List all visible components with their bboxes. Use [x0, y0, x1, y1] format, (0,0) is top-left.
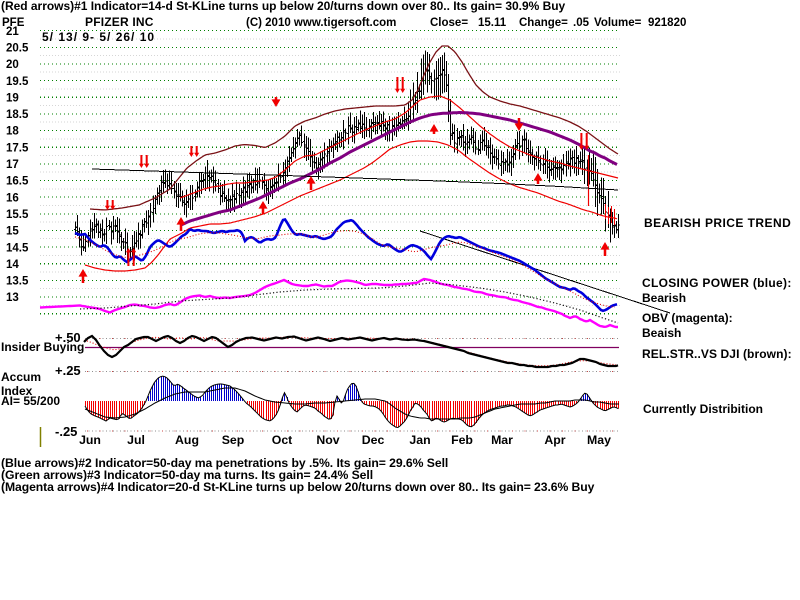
svg-text:(Red arrows)#1 Indicator=14-d: (Red arrows)#1 Indicator=14-d St-KLine t… [1, 0, 566, 13]
svg-text:Change=: Change= [519, 17, 568, 29]
svg-text:19.5: 19.5 [6, 76, 29, 88]
svg-text:17.5: 17.5 [6, 142, 29, 154]
svg-text:18.5: 18.5 [6, 109, 29, 121]
svg-text:Jul: Jul [127, 433, 145, 447]
svg-text:Sep: Sep [222, 433, 245, 447]
svg-text:5/ 13/ 9- 5/ 26/ 10: 5/ 13/ 9- 5/ 26/ 10 [42, 30, 155, 44]
svg-text:Index: Index [1, 384, 33, 398]
svg-text:Mar: Mar [491, 433, 513, 447]
svg-text:13: 13 [6, 292, 19, 304]
svg-text:18: 18 [6, 126, 19, 138]
svg-text:20.5: 20.5 [6, 42, 29, 54]
svg-text:Apr: Apr [544, 433, 565, 447]
svg-text:+.25: +.25 [55, 363, 81, 378]
svg-text:Jun: Jun [79, 433, 101, 447]
svg-text:20: 20 [6, 59, 19, 71]
svg-text:16.5: 16.5 [6, 176, 29, 188]
svg-text:921820: 921820 [648, 17, 686, 29]
svg-text:+.50: +.50 [55, 330, 81, 345]
svg-text:Close=: Close= [430, 17, 468, 29]
svg-text:Dec: Dec [362, 433, 385, 447]
svg-text:21: 21 [6, 26, 19, 38]
svg-text:Oct: Oct [272, 433, 293, 447]
svg-text:REL.STR..VS DJI (brown):: REL.STR..VS DJI (brown): [642, 347, 792, 361]
svg-text:Volume=: Volume= [594, 17, 642, 29]
svg-text:(Green arrows)#3 Indicator=50-: (Green arrows)#3 Indicator=50-day ma tur… [1, 468, 373, 482]
svg-text:May: May [587, 433, 611, 447]
svg-text:BEARISH PRICE TREND: BEARISH PRICE TREND [644, 216, 791, 230]
svg-text:15.5: 15.5 [6, 209, 29, 221]
svg-text:AI= 55/200: AI= 55/200 [1, 394, 60, 408]
svg-text:CLOSING POWER (blue):: CLOSING POWER (blue): [642, 276, 792, 290]
svg-text:15.11: 15.11 [478, 17, 507, 29]
svg-text:(Blue arrows)#2 Indicator=50-d: (Blue arrows)#2 Indicator=50-day ma pene… [1, 456, 448, 470]
svg-text:PFE: PFE [2, 17, 25, 29]
svg-text:Nov: Nov [316, 433, 339, 447]
svg-text:Aug: Aug [175, 433, 199, 447]
svg-text:-.25: -.25 [55, 424, 77, 439]
svg-text:(Magenta arrows)#4 Indicator=2: (Magenta arrows)#4 Indicator=20-d St-KLi… [1, 480, 595, 494]
svg-text:15: 15 [6, 226, 19, 238]
svg-text:Jan: Jan [409, 433, 430, 447]
svg-text:Feb: Feb [451, 433, 473, 447]
svg-text:(C) 2010 www.tigersoft.com: (C) 2010 www.tigersoft.com [246, 17, 396, 29]
svg-text:Currently Distribition: Currently Distribition [643, 402, 763, 416]
svg-text:.05: .05 [573, 17, 590, 29]
svg-text:16: 16 [6, 192, 19, 204]
svg-text:Beaish: Beaish [642, 326, 681, 340]
svg-text:14.5: 14.5 [6, 242, 29, 254]
svg-text:14: 14 [6, 259, 19, 271]
svg-text:Accum: Accum [1, 370, 41, 384]
svg-text:Bearish: Bearish [642, 291, 686, 305]
svg-text:19: 19 [6, 92, 19, 104]
svg-text:OBV (magenta):: OBV (magenta): [642, 311, 733, 325]
svg-text:PFIZER INC: PFIZER INC [85, 15, 154, 29]
svg-text:Insider Buying: Insider Buying [1, 340, 84, 354]
svg-text:13.5: 13.5 [6, 276, 29, 288]
svg-text:17: 17 [6, 159, 19, 171]
